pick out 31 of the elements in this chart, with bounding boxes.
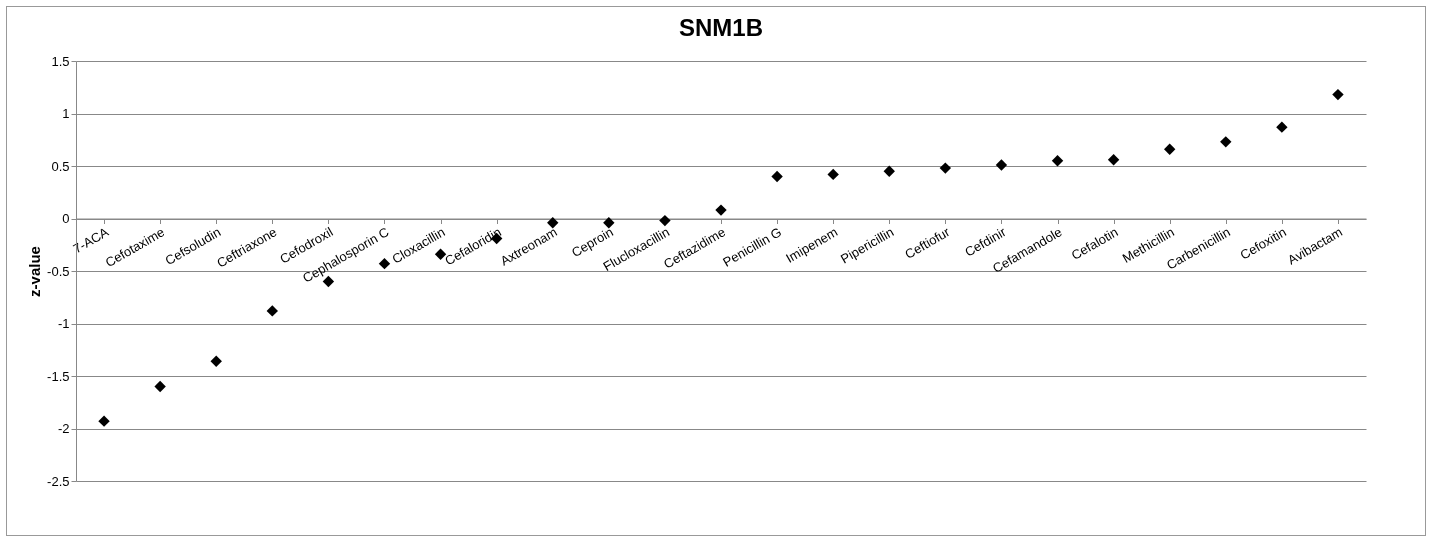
y-tick-label: 1 xyxy=(62,106,70,121)
point xyxy=(98,415,110,427)
point xyxy=(827,168,839,181)
point xyxy=(1107,154,1120,166)
point xyxy=(378,257,391,270)
y-tick-label: -0.5 xyxy=(47,263,70,279)
point xyxy=(1332,88,1344,101)
point xyxy=(939,162,952,174)
y-tick-label: 1.5 xyxy=(51,53,70,69)
point xyxy=(659,214,671,227)
y-tick-label: 0.5 xyxy=(51,158,70,174)
chart-title: SNM1B xyxy=(678,14,764,41)
y-tick-label: -1 xyxy=(57,316,70,331)
y-tick-label: -2 xyxy=(57,421,70,436)
point xyxy=(883,165,895,177)
y-tick-label: 0 xyxy=(62,211,70,226)
point xyxy=(995,159,1008,171)
point xyxy=(210,355,222,367)
point xyxy=(547,217,559,229)
point xyxy=(266,305,279,317)
y-axis-title: z-value xyxy=(26,246,44,297)
point xyxy=(1276,121,1288,133)
point xyxy=(1220,136,1232,148)
point xyxy=(603,217,615,229)
point xyxy=(1163,143,1176,155)
point xyxy=(771,170,783,183)
point xyxy=(1051,155,1064,167)
y-tick-label: -2.5 xyxy=(47,473,70,489)
point xyxy=(154,380,166,393)
point xyxy=(715,204,727,216)
y-tick-label: -1.5 xyxy=(47,368,70,384)
